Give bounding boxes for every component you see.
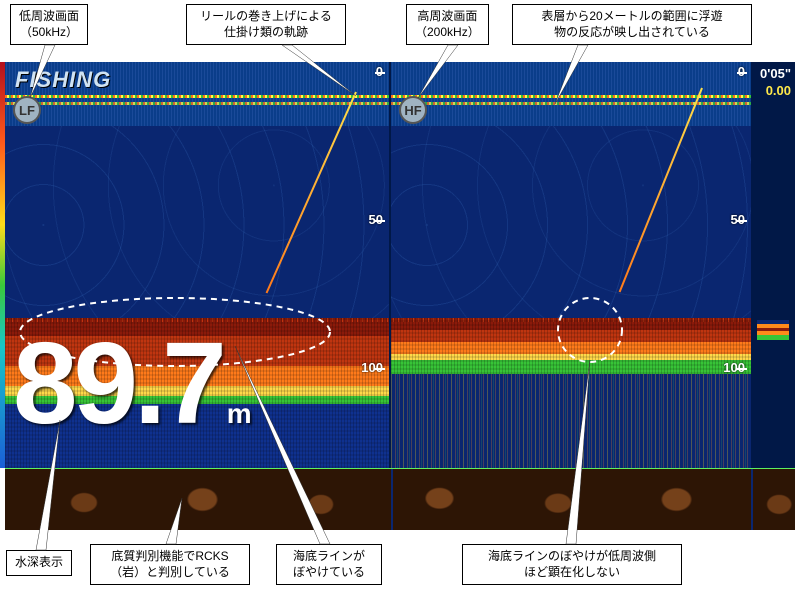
- label-text: リールの巻き上げによる: [200, 9, 332, 23]
- label-text: ほど顕在化しない: [524, 565, 620, 579]
- surface-return-band: [391, 62, 751, 126]
- label-text: ぼやけている: [293, 565, 365, 579]
- label-text: （岩）と判別している: [110, 565, 230, 579]
- label-depth-display: 水深表示: [6, 550, 72, 576]
- hf-badge: HF: [399, 96, 427, 124]
- lf-panel: FISHING LF 89.7 m 0 50 100: [5, 62, 391, 468]
- label-text: 海底ラインが: [293, 549, 365, 563]
- side-val: 0.00: [766, 83, 791, 98]
- label-bottom-blur: 海底ラインが ぼやけている: [276, 544, 382, 585]
- label-rcks: 底質判別機能でRCKS （岩）と判別している: [90, 544, 250, 585]
- label-text: 物の反応が映し出されている: [554, 25, 710, 39]
- label-text: 底質判別機能でRCKS: [111, 549, 228, 563]
- label-text: 低周波画面: [19, 9, 79, 23]
- side-readouts: 0'05" 0.00: [760, 66, 791, 100]
- hf-panel: HF 0 50 100: [391, 62, 751, 468]
- a-scope-panel: 0'05" 0.00: [751, 62, 795, 468]
- depth-unit: m: [227, 398, 252, 430]
- bottom-return-hf: [391, 318, 751, 374]
- seabed-texture: [5, 468, 795, 530]
- label-surface-float: 表層から20メートルの範囲に浮遊 物の反応が映し出されている: [512, 4, 752, 45]
- label-text: 仕掛け類の軌跡: [224, 25, 308, 39]
- depth-value: 89.7: [13, 331, 223, 435]
- hf-subbottom-noise: [391, 374, 751, 468]
- label-text: 表層から20メートルの範囲に浮遊: [541, 9, 722, 23]
- side-time: 0'05": [760, 66, 791, 81]
- mode-badge: FISHING: [15, 67, 111, 93]
- label-text: （200kHz）: [415, 25, 480, 39]
- label-lf-screen: 低周波画面 （50kHz）: [10, 4, 88, 45]
- label-reel-trace: リールの巻き上げによる 仕掛け類の軌跡: [186, 4, 346, 45]
- depth-readout: 89.7 m: [13, 331, 252, 440]
- label-text: 海底ラインのぼやけが低周波側: [488, 549, 656, 563]
- label-hf-screen: 高周波画面 （200kHz）: [406, 4, 489, 45]
- label-hf-blur: 海底ラインのぼやけが低周波側 ほど顕在化しない: [462, 544, 682, 585]
- label-text: 水深表示: [15, 555, 63, 569]
- sonar-display: FISHING LF 89.7 m 0 50 100: [5, 62, 795, 468]
- lf-badge: LF: [13, 96, 41, 124]
- label-text: （50kHz）: [20, 25, 78, 39]
- a-scope-return: [757, 320, 789, 340]
- label-text: 高周波画面: [417, 9, 477, 23]
